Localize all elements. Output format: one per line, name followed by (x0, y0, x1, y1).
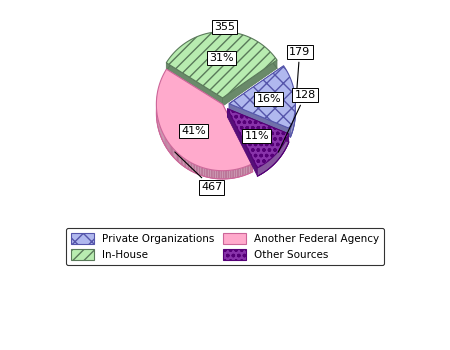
Polygon shape (221, 171, 222, 179)
Polygon shape (229, 66, 296, 129)
Polygon shape (165, 137, 166, 147)
Polygon shape (163, 134, 164, 144)
Polygon shape (171, 146, 172, 155)
Polygon shape (173, 148, 174, 158)
Polygon shape (230, 170, 231, 178)
Polygon shape (214, 170, 216, 178)
Polygon shape (167, 140, 168, 150)
Polygon shape (246, 166, 248, 175)
Polygon shape (226, 170, 228, 179)
Polygon shape (177, 152, 178, 162)
Polygon shape (199, 166, 200, 175)
Polygon shape (169, 143, 170, 153)
Polygon shape (194, 164, 195, 173)
Polygon shape (197, 166, 199, 175)
Text: 31%: 31% (209, 53, 234, 63)
Polygon shape (188, 161, 189, 170)
Text: 467: 467 (175, 152, 222, 192)
Polygon shape (164, 136, 165, 146)
Polygon shape (162, 133, 163, 142)
Polygon shape (200, 167, 202, 176)
Polygon shape (172, 147, 173, 157)
Polygon shape (184, 158, 185, 167)
Polygon shape (212, 170, 214, 178)
Polygon shape (217, 170, 219, 179)
Polygon shape (205, 168, 207, 177)
Polygon shape (211, 169, 212, 178)
Polygon shape (227, 109, 289, 142)
Text: 41%: 41% (181, 126, 206, 136)
Polygon shape (195, 165, 197, 174)
Polygon shape (223, 104, 253, 172)
Polygon shape (241, 168, 243, 176)
Polygon shape (176, 151, 177, 161)
Polygon shape (159, 125, 160, 134)
Polygon shape (251, 163, 253, 173)
Polygon shape (180, 155, 181, 164)
Polygon shape (185, 159, 186, 168)
Polygon shape (229, 66, 284, 112)
Polygon shape (182, 157, 184, 166)
Text: 16%: 16% (256, 94, 281, 104)
Text: 11%: 11% (244, 131, 269, 141)
Polygon shape (227, 109, 289, 168)
Polygon shape (166, 32, 277, 98)
Polygon shape (224, 170, 226, 179)
Polygon shape (223, 60, 277, 106)
Polygon shape (168, 142, 169, 151)
Polygon shape (250, 164, 251, 173)
Polygon shape (189, 162, 191, 171)
Polygon shape (234, 169, 236, 178)
Polygon shape (222, 171, 224, 179)
Polygon shape (207, 169, 209, 177)
Polygon shape (238, 168, 240, 177)
Polygon shape (216, 170, 217, 179)
Polygon shape (233, 170, 234, 178)
Polygon shape (227, 109, 257, 176)
Polygon shape (203, 168, 205, 177)
Polygon shape (166, 69, 223, 113)
Polygon shape (170, 145, 171, 154)
Polygon shape (166, 63, 223, 106)
Polygon shape (160, 126, 161, 136)
Polygon shape (161, 130, 162, 139)
Polygon shape (243, 167, 245, 176)
Polygon shape (191, 162, 192, 172)
Polygon shape (174, 150, 176, 159)
Polygon shape (156, 69, 253, 171)
Polygon shape (229, 104, 291, 137)
Polygon shape (181, 156, 182, 165)
Legend: Private Organizations, In-House, Another Federal Agency, Other Sources: Private Organizations, In-House, Another… (66, 228, 384, 265)
Text: 179: 179 (289, 47, 310, 93)
Polygon shape (231, 170, 233, 178)
Polygon shape (236, 169, 238, 177)
Polygon shape (166, 139, 167, 148)
Polygon shape (178, 153, 180, 163)
Polygon shape (240, 168, 241, 177)
Text: 355: 355 (214, 22, 235, 32)
Text: 128: 128 (279, 90, 316, 152)
Polygon shape (202, 167, 203, 176)
Polygon shape (192, 163, 194, 173)
Polygon shape (219, 170, 221, 179)
Polygon shape (209, 169, 211, 178)
Polygon shape (186, 160, 188, 169)
Polygon shape (245, 166, 246, 175)
Polygon shape (158, 121, 159, 131)
Polygon shape (228, 170, 230, 179)
Polygon shape (248, 165, 250, 174)
